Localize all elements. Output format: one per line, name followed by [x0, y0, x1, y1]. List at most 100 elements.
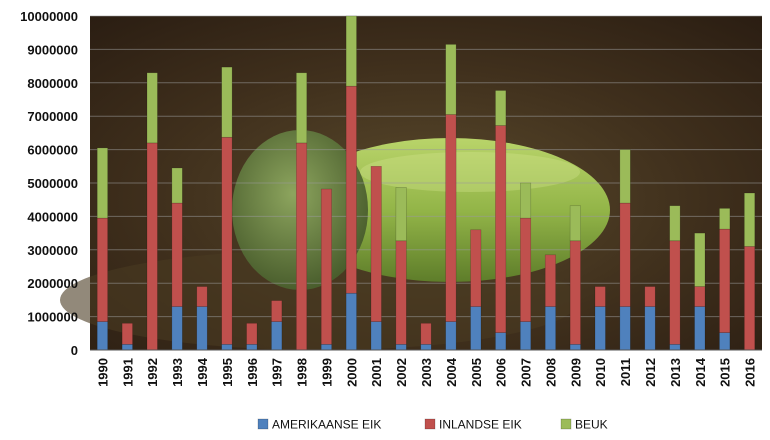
y-tick-label: 4000000	[27, 209, 78, 224]
bar-segment	[395, 344, 407, 351]
bar-segment	[320, 188, 332, 345]
bar-segment	[669, 205, 681, 242]
bar-segment	[171, 167, 183, 204]
bar-segment	[370, 166, 382, 322]
bar-segment	[569, 240, 581, 345]
x-tick-label: 2006	[494, 358, 509, 387]
y-tick-label: 1000000	[27, 310, 78, 325]
bar-segment	[296, 72, 308, 144]
bar-segment	[246, 322, 258, 345]
bar-segment	[569, 344, 581, 351]
legend-swatch	[424, 418, 436, 430]
y-tick-label: 0	[71, 343, 78, 358]
bar-segment	[395, 240, 407, 345]
bar-segment	[96, 217, 108, 322]
x-tick-label: 2012	[643, 358, 658, 387]
bar-segment	[221, 344, 233, 351]
bar-segment	[694, 286, 706, 307]
x-tick-label: 1996	[245, 358, 260, 387]
bar-segment	[619, 202, 631, 307]
x-tick-label: 1997	[270, 358, 285, 387]
bar-segment	[271, 321, 283, 351]
x-tick-label: 1992	[145, 358, 160, 387]
bar-segment	[445, 321, 457, 351]
x-tick-label: 2002	[394, 358, 409, 387]
x-tick-label: 2015	[718, 358, 733, 387]
x-tick-label: 2009	[568, 358, 583, 387]
bar-segment	[345, 85, 357, 294]
bar-segment	[470, 306, 482, 351]
bar-segment	[719, 332, 731, 351]
y-tick-label: 8000000	[27, 76, 78, 91]
bar-segment	[420, 322, 432, 345]
bar-segment	[121, 344, 133, 351]
x-tick-label: 2013	[668, 358, 683, 387]
bar-segment	[669, 240, 681, 345]
bar-segment	[96, 147, 108, 219]
bar-segment	[694, 232, 706, 287]
bar-segment	[744, 246, 756, 351]
x-tick-label: 2011	[618, 358, 633, 386]
x-tick-label: 2010	[593, 358, 608, 387]
bar-segment	[520, 217, 532, 322]
bar-segment	[445, 114, 457, 322]
bar-segment	[171, 306, 183, 351]
legend: AMERIKAANSE EIK INLANDSE EIK BEUK	[257, 418, 608, 432]
x-tick-label: 1999	[319, 358, 334, 387]
bars	[96, 15, 756, 351]
x-tick-label: 2004	[444, 357, 459, 387]
x-tick-label: 2003	[419, 358, 434, 387]
legend-swatch	[560, 418, 572, 430]
bar-segment	[495, 125, 507, 333]
bar-segment	[544, 254, 556, 307]
bar-segment	[470, 229, 482, 307]
bar-segment	[520, 321, 532, 351]
bar-segment	[644, 306, 656, 351]
bar-segment	[694, 306, 706, 351]
bar-segment	[619, 306, 631, 351]
bar-segment	[96, 321, 108, 351]
y-tick-label: 9000000	[27, 42, 78, 57]
bar-segment	[345, 15, 357, 87]
x-tick-label: 2008	[543, 358, 558, 387]
y-tick-label: 5000000	[27, 176, 78, 191]
bar-segment	[196, 286, 208, 307]
bar-segment	[395, 187, 407, 242]
x-tick-label: 1995	[220, 358, 235, 387]
x-tick-label: 2016	[743, 358, 758, 387]
legend-label: INLANDSE EIK	[439, 418, 522, 432]
bar-segment	[520, 182, 532, 219]
bar-segment	[296, 142, 308, 351]
x-tick-label: 2001	[369, 358, 384, 387]
y-tick-label: 7000000	[27, 109, 78, 124]
bar-segment	[221, 136, 233, 345]
y-tick-label: 10000000	[20, 9, 78, 24]
bar-segment	[345, 292, 357, 351]
bar-segment	[271, 300, 283, 322]
bar-segment	[669, 344, 681, 351]
bar-segment	[719, 208, 731, 230]
x-tick-label: 2007	[519, 358, 534, 387]
bar-segment	[146, 142, 158, 351]
y-tick-label: 3000000	[27, 243, 78, 258]
bar-segment	[495, 90, 507, 126]
bar-segment	[744, 192, 756, 247]
bar-segment	[171, 202, 183, 307]
bar-segment	[221, 66, 233, 138]
bar-segment	[644, 286, 656, 307]
y-tick-label: 2000000	[27, 276, 78, 291]
x-tick-label: 1993	[170, 358, 185, 387]
bar-segment	[569, 205, 581, 242]
bar-segment	[495, 332, 507, 351]
y-tick-label: 6000000	[27, 143, 78, 158]
x-tick-label: 2014	[693, 357, 708, 387]
bar-segment	[594, 306, 606, 351]
legend-label: AMERIKAANSE EIK	[272, 418, 381, 432]
bar-segment	[196, 306, 208, 351]
bar-segment	[370, 321, 382, 351]
bar-segment	[121, 322, 133, 345]
x-tick-label: 1994	[195, 357, 210, 387]
bar-segment	[719, 228, 731, 333]
x-tick-label: 1991	[120, 358, 135, 387]
